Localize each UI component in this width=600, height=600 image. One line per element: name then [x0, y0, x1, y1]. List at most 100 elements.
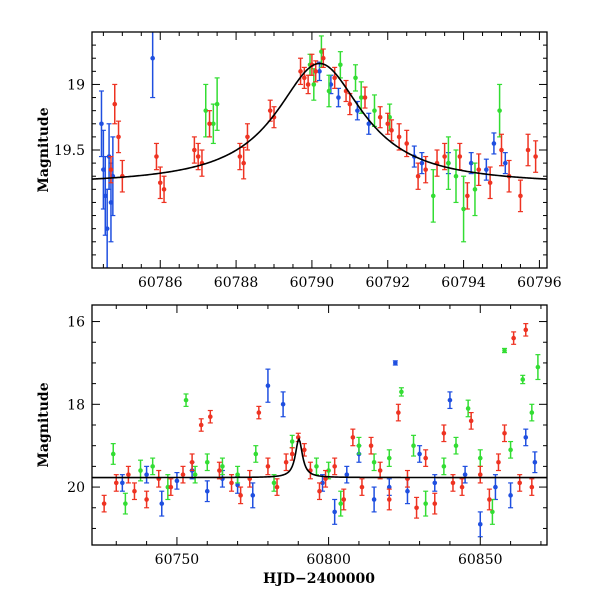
top-series-2-point — [157, 166, 163, 200]
bottom-series-2-point — [283, 453, 289, 472]
top-series-2-point — [332, 66, 338, 89]
bottom-series-2-point — [125, 465, 131, 484]
top-series-2-point — [244, 123, 250, 151]
top-series-0-point — [366, 112, 372, 135]
bottom-series-2-point — [523, 323, 529, 337]
bottom-series-0-point — [392, 360, 398, 366]
bottom-series-1-point — [386, 449, 392, 467]
bottom-model-curve — [92, 437, 547, 479]
bottom-series-2-point — [517, 474, 523, 492]
bottom-series-0-point — [174, 471, 180, 490]
bottom-series-0-point — [523, 428, 529, 447]
bottom-series-1-point — [204, 453, 210, 472]
bottom-series-2-point — [432, 492, 438, 515]
top-y-axis-label: Magnitude — [36, 107, 52, 192]
top-series-1-point — [337, 51, 343, 79]
bottom-series-0-point — [250, 482, 256, 509]
bottom-series-2-point — [144, 490, 150, 509]
bottom-series-1-point — [110, 443, 116, 465]
top-series-2-point — [377, 106, 383, 129]
bottom-series-1-point — [289, 434, 295, 449]
bottom-series-0-point — [265, 368, 271, 403]
bottom-series-1-point — [183, 393, 189, 407]
top-tick-marks — [92, 31, 547, 269]
top-series-1-point — [472, 162, 478, 217]
bottom-series-1-point — [235, 465, 241, 484]
bottom-series-2-point — [511, 331, 517, 345]
top-series-0-point — [491, 132, 497, 155]
top-series-1-point — [353, 64, 359, 92]
top-series-2-point — [207, 110, 213, 138]
top-series-1-point — [210, 103, 216, 145]
bottom-series-1-point — [529, 403, 535, 422]
top-series-2-point — [153, 142, 159, 171]
bottom-series-1-point — [453, 436, 459, 455]
bottom-series-0-point — [371, 486, 377, 513]
bottom-series-0-point — [462, 465, 468, 484]
bottom-series-1-point — [535, 354, 541, 381]
top-series-2-point — [385, 112, 391, 135]
top-series-2-point — [476, 153, 482, 186]
bottom-series-2-point — [359, 478, 365, 496]
top-series-0-point — [150, 32, 156, 99]
top-panel: 60786 60788 60790 60792 60794 60796 19 19.5 Mag… — [36, 31, 562, 291]
top-series-0-point — [411, 145, 417, 168]
bottom-series-2-point — [486, 488, 492, 511]
top-x-tick-label: 60796 — [517, 275, 562, 291]
top-series-2-point — [457, 142, 463, 171]
bottom-series-1-point — [398, 387, 404, 397]
bottom-series-0-point — [159, 490, 165, 517]
top-series-2-point — [517, 179, 523, 213]
top-series-2-point — [396, 123, 402, 151]
top-series-2-point — [499, 133, 504, 167]
bottom-series-2-point — [156, 469, 162, 488]
bottom-x-axis-label: HJD−2400000 — [263, 571, 375, 587]
bottom-series-1-point — [477, 449, 483, 467]
bottom-series-0-point — [447, 391, 453, 410]
bottom-series-1-point — [253, 445, 259, 463]
bottom-series-2-point — [323, 469, 329, 488]
top-series-2-point — [442, 142, 448, 171]
bottom-series-1-point — [411, 434, 417, 457]
top-x-tick-label: 60788 — [214, 275, 259, 291]
bottom-series-0-point — [477, 511, 483, 538]
bottom-x-tick-label: 60850 — [458, 552, 503, 568]
bottom-series-2-point — [441, 424, 447, 443]
bottom-series-2-point — [256, 405, 262, 420]
bottom-series-2-point — [502, 424, 508, 443]
top-series-2-point — [464, 182, 470, 210]
bottom-series-2-point — [131, 482, 137, 501]
bottom-series-1-point — [313, 457, 319, 476]
top-series-2-point — [301, 66, 307, 89]
bottom-x-tick-label: 60750 — [155, 552, 200, 568]
bottom-series-2-point — [423, 449, 429, 467]
bottom-series-2-point — [274, 478, 280, 496]
bottom-series-0-point — [144, 465, 150, 484]
bottom-plot-frame — [91, 304, 548, 546]
bottom-series-2-point — [495, 453, 501, 472]
bottom-series-2-point — [216, 461, 222, 480]
bottom-series-0-point — [492, 474, 498, 501]
top-series-2-point — [525, 133, 531, 167]
top-series-2-point — [241, 146, 247, 180]
bottom-series-0-point — [332, 498, 338, 525]
bottom-series-1-point — [520, 374, 526, 385]
top-series-2-point — [116, 120, 122, 154]
bottom-tick-marks — [92, 305, 547, 545]
bottom-series-1-point — [271, 474, 277, 492]
bottom-series-1-point — [502, 347, 508, 354]
bottom-y-axis-label: Magnitude — [36, 382, 52, 467]
top-y-tick-label: 19 — [67, 77, 85, 93]
top-series-2-point — [112, 83, 118, 125]
top-series-0-point — [335, 87, 341, 108]
bottom-series-2-point — [207, 409, 213, 424]
top-x-tick-label: 60790 — [290, 275, 335, 291]
top-series-1-point — [311, 68, 317, 101]
bottom-series-2-point — [238, 486, 244, 505]
top-series-0-point — [98, 90, 104, 158]
bottom-series-2-point — [180, 465, 186, 484]
bottom-series-2-point — [414, 496, 420, 519]
bottom-series-0-point — [204, 480, 210, 503]
bottom-series-2-point — [247, 469, 253, 488]
